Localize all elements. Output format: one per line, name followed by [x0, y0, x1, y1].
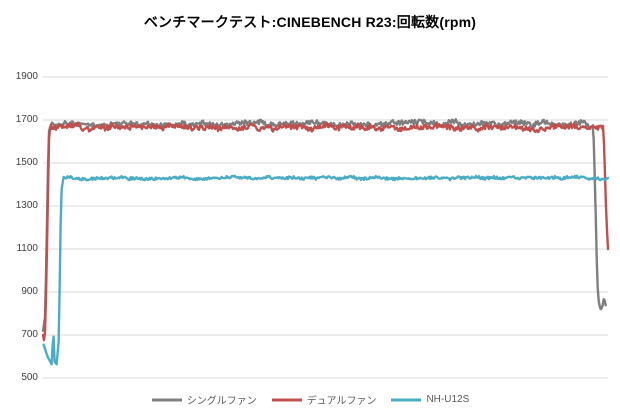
y-tick-label: 1900	[15, 71, 38, 82]
legend-swatch-dual-fan-icon	[271, 398, 302, 401]
y-tick-label: 1100	[16, 243, 38, 254]
y-tick-label: 900	[21, 286, 38, 297]
series-line-dual-fan	[41, 121, 610, 342]
y-tick-label: 1300	[15, 200, 38, 211]
series-line-nh-u12s	[42, 174, 610, 366]
y-tick-label: 500	[21, 372, 38, 383]
legend-item-single-fan: シングルファン	[151, 392, 257, 407]
series-line-single-fan	[41, 118, 607, 332]
chart-title: ベンチマークテスト:CINEBENCH R23:回転数(rpm)	[143, 14, 477, 30]
y-tick-label: 700	[21, 329, 38, 340]
legend-label-dual-fan: デュアルファン	[306, 396, 377, 407]
legend-label-nh-u12s: NH-U12S	[426, 394, 470, 405]
legend: シングルファン デュアルファン NH-U12S	[0, 392, 620, 407]
legend-label-single-fan: シングルファン	[186, 396, 257, 407]
legend-item-nh-u12s: NH-U12S	[390, 394, 469, 405]
legend-swatch-single-fan-icon	[151, 398, 182, 401]
y-tick-label: 1500	[15, 157, 38, 168]
legend-item-dual-fan: デュアルファン	[271, 392, 377, 407]
y-tick-label: 1700	[15, 114, 38, 125]
legend-swatch-nh-u12s-icon	[391, 398, 422, 401]
